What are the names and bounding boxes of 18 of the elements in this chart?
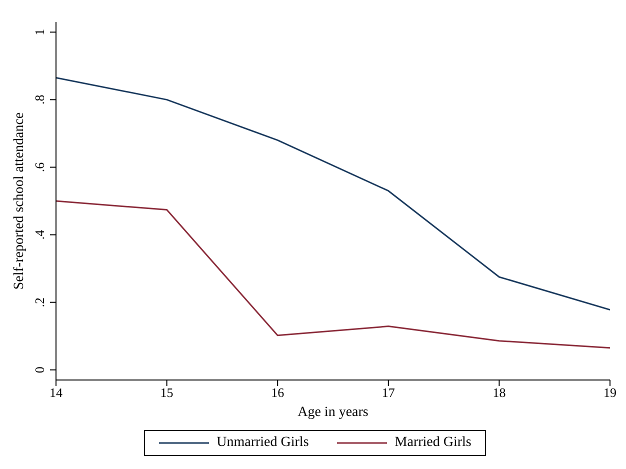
x-tick-label: 17: [382, 385, 396, 400]
x-axis-title: Age in years: [298, 405, 368, 420]
x-tick-label: 19: [604, 385, 616, 400]
x-tick-label: 14: [50, 385, 63, 400]
y-tick-label: 1: [32, 28, 47, 36]
y-tick-label: .2: [32, 297, 47, 308]
y-axis-title: Self-reported school attendance: [12, 112, 27, 290]
x-tick-label: 15: [160, 385, 174, 400]
line-series: [56, 76, 610, 310]
y-tick-label: .4: [32, 229, 47, 240]
x-tick-label: 16: [271, 385, 285, 400]
y-tick-label: 0: [32, 366, 47, 374]
line-series: [56, 200, 610, 349]
legend-label: Married Girls: [394, 435, 472, 451]
legend-label: Unmarried Girls: [216, 435, 309, 451]
y-tick-label: .6: [32, 162, 47, 172]
x-tick-label: 18: [492, 385, 506, 400]
y-tick-label: .8: [32, 94, 47, 105]
